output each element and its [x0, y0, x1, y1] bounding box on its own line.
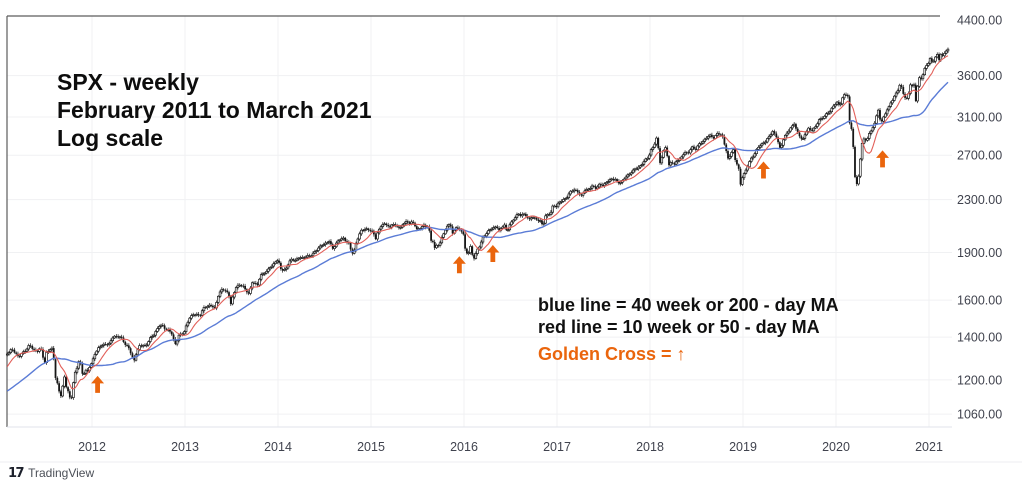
x-axis-tick-label: 2019 — [729, 440, 757, 454]
y-axis-tick-label: 2300.00 — [957, 193, 1002, 207]
tradingview-attribution[interactable]: 17 TradingView — [8, 466, 94, 480]
ma-fast-red-line — [6, 55, 949, 390]
ma-slow-blue-line — [6, 81, 949, 392]
chart-title-symbol: SPX - weekly — [57, 69, 199, 95]
legend-red-ma: red line = 10 week or 50 - day MA — [538, 317, 820, 337]
x-axis-tick-label: 2013 — [171, 440, 199, 454]
y-axis-tick-label: 1060.00 — [957, 408, 1002, 422]
y-axis-tick-label: 1900.00 — [957, 246, 1002, 260]
golden-cross-arrow — [452, 256, 466, 274]
x-axis-tick-label: 2016 — [450, 440, 478, 454]
ma-legend: blue line = 40 week or 200 - day MA red … — [538, 294, 839, 338]
chart-title-range: February 2011 to March 2021 — [57, 97, 372, 123]
x-axis-tick-label: 2021 — [915, 440, 943, 454]
golden-cross-arrow — [756, 161, 770, 179]
golden-cross-arrow — [876, 150, 890, 168]
golden-cross-arrow — [486, 245, 500, 263]
legend-golden-cross: Golden Cross = ↑ — [538, 344, 686, 364]
y-axis-tick-label: 3600.00 — [957, 69, 1002, 83]
y-axis-tick-label: 4400.00 — [957, 13, 1002, 27]
tradingview-logo-icon: 17 — [8, 465, 25, 481]
legend-blue-ma: blue line = 40 week or 200 - day MA — [538, 295, 839, 315]
y-axis-tick-label: 2700.00 — [957, 149, 1002, 163]
y-axis-tick-label: 3100.00 — [957, 110, 1002, 124]
chart-title: SPX - weekly February 2011 to March 2021… — [57, 68, 372, 152]
x-axis-tick-label: 2018 — [636, 440, 664, 454]
x-axis-tick-label: 2014 — [264, 440, 292, 454]
x-axis-tick-label: 2015 — [357, 440, 385, 454]
y-axis-tick-label: 1200.00 — [957, 373, 1002, 387]
x-axis-tick-label: 2020 — [822, 440, 850, 454]
golden-cross-arrow — [91, 375, 105, 393]
y-axis-tick-label: 1600.00 — [957, 294, 1002, 308]
tradingview-brand-label: TradingView — [28, 466, 95, 480]
y-axis-tick-label: 1400.00 — [957, 331, 1002, 345]
x-axis-tick-label: 2012 — [78, 440, 106, 454]
x-axis-tick-label: 2017 — [543, 440, 571, 454]
chart-title-scale: Log scale — [57, 125, 164, 151]
